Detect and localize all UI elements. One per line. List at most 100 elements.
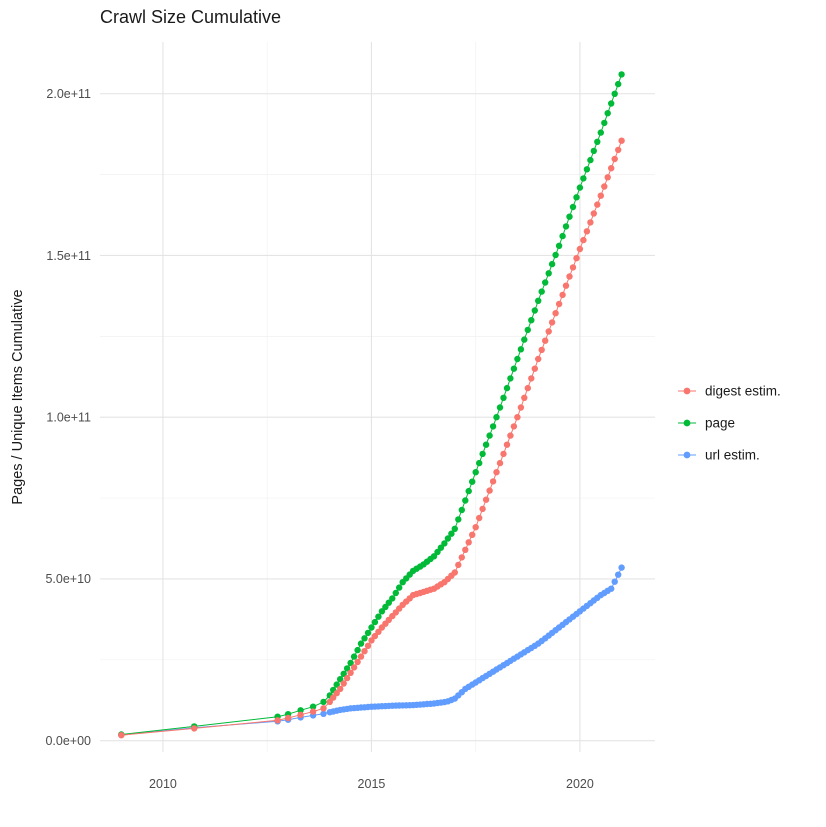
data-point [378, 608, 386, 615]
data-point [337, 676, 344, 683]
data-point [357, 653, 365, 660]
data-point [500, 394, 507, 401]
data-point [469, 531, 476, 538]
data-point [503, 441, 511, 448]
data-point [555, 300, 563, 308]
data-point [462, 497, 469, 504]
data-point [573, 255, 580, 262]
y-tick-label: 0.0e+00 [45, 734, 91, 748]
data-point [608, 585, 615, 592]
data-point [618, 71, 625, 78]
data-point [611, 90, 618, 98]
data-point [437, 544, 445, 551]
data-point [615, 146, 622, 154]
data-point [320, 710, 327, 717]
data-point [615, 571, 622, 578]
data-point [333, 690, 340, 697]
data-point [493, 469, 500, 476]
data-point [555, 242, 563, 249]
data-point [531, 307, 538, 314]
chart-title: Crawl Size Cumulative [100, 7, 281, 27]
data-point [517, 404, 525, 411]
data-point [538, 346, 545, 354]
data-point [552, 251, 559, 259]
data-point [597, 192, 604, 199]
data-point [284, 714, 292, 722]
data-point [476, 514, 483, 522]
data-point [482, 496, 490, 503]
data-point [486, 487, 493, 494]
data-point [601, 119, 608, 127]
data-point [601, 183, 608, 190]
data-point [337, 685, 344, 693]
data-point [297, 711, 304, 718]
data-point [368, 637, 375, 644]
data-point [434, 548, 441, 556]
data-point [545, 328, 552, 335]
data-point [503, 384, 511, 392]
data-point [548, 260, 556, 268]
data-point [364, 642, 372, 649]
data-point [597, 129, 604, 136]
x-axis-tick-labels: 2010 2015 2020 [149, 777, 594, 791]
data-point [444, 535, 452, 542]
data-point [396, 584, 403, 591]
data-point [517, 346, 525, 353]
data-point [479, 505, 486, 513]
data-point [371, 618, 379, 626]
data-point [566, 273, 573, 280]
data-point [615, 80, 622, 88]
legend-item-digest-estim: digest estim. [678, 384, 781, 399]
data-point [559, 232, 566, 240]
data-point [465, 487, 472, 495]
data-point [489, 478, 497, 485]
data-point [545, 270, 552, 277]
data-point [274, 717, 281, 724]
data-point [580, 175, 587, 182]
data-point [462, 546, 469, 553]
data-point [385, 599, 392, 606]
y-tick-label: 5.0e+10 [45, 572, 91, 586]
data-point [350, 664, 358, 671]
data-point [524, 384, 531, 392]
data-point [500, 450, 507, 458]
data-point [531, 365, 538, 372]
data-point [573, 194, 580, 201]
data-point [455, 516, 462, 523]
data-point [528, 317, 535, 324]
y-tick-label: 2.0e+11 [46, 87, 91, 101]
series-url-estim- [118, 564, 625, 739]
y-tick-label: 1.5e+11 [46, 249, 91, 263]
y-axis-title: Pages / Unique Items Cumulative [10, 289, 26, 504]
data-point [354, 658, 361, 666]
data-point [489, 423, 497, 430]
data-point [361, 635, 368, 642]
data-point [583, 166, 591, 173]
data-point [371, 632, 379, 640]
data-point [343, 665, 351, 672]
legend-dot-digest [683, 387, 691, 395]
data-point [364, 629, 372, 637]
data-point [559, 291, 566, 299]
data-point [507, 375, 514, 382]
data-point [330, 694, 337, 701]
data-point [354, 646, 361, 654]
data-point [510, 423, 518, 430]
data-point [562, 223, 570, 230]
data-point [535, 355, 542, 363]
series-page [118, 71, 625, 738]
data-point [458, 506, 465, 514]
data-point [618, 564, 625, 571]
legend: digest estim. page url estim. [678, 384, 781, 463]
data-point [451, 525, 458, 532]
data-point [333, 681, 340, 688]
data-point [368, 624, 375, 631]
data-point [375, 613, 382, 620]
data-point [479, 450, 486, 458]
data-point [392, 589, 399, 597]
data-point [514, 414, 521, 421]
data-point [611, 578, 618, 585]
data-point [580, 236, 587, 244]
data-point [340, 670, 347, 677]
